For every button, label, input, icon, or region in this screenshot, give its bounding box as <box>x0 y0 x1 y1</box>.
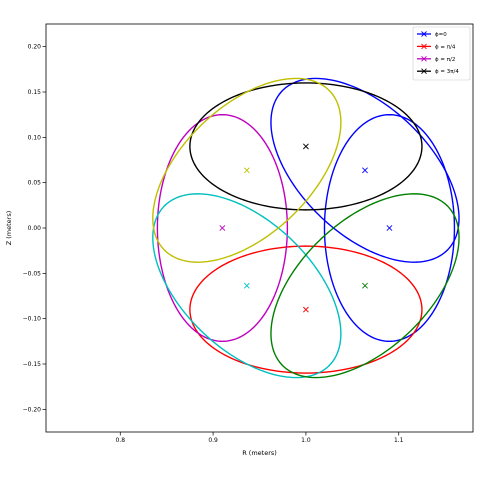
curve-center-marker <box>362 282 368 289</box>
legend-entry: ϕ=0 <box>417 31 447 38</box>
series-curve <box>270 77 460 263</box>
series-curve <box>156 113 289 343</box>
legend-entry: ϕ = π/2 <box>417 55 455 63</box>
x-tick-label: 1.0 <box>301 437 311 444</box>
curve-center-marker <box>386 225 393 231</box>
legend-label: ϕ = 3π/4 <box>435 69 459 75</box>
y-tick-label: −0.20 <box>23 406 42 413</box>
markers-layer <box>219 143 393 313</box>
y-tick-label: −0.15 <box>23 361 42 368</box>
curve-center-marker <box>302 306 309 313</box>
series-curve <box>152 193 342 379</box>
legend-entry: ϕ = 3π/4 <box>417 68 459 75</box>
y-tick-label: 0.05 <box>28 180 42 187</box>
y-tick-label: 0.20 <box>28 44 42 51</box>
curve-center-marker <box>302 143 309 150</box>
x-tick-label: 1.1 <box>394 437 404 444</box>
curve-center-marker <box>243 167 250 174</box>
y-tick-label: −0.10 <box>23 316 42 323</box>
legend-entry: ϕ = π/4 <box>417 43 456 50</box>
curve-center-marker <box>362 167 368 174</box>
curves-layer <box>152 77 460 379</box>
curve-center-marker <box>219 225 226 231</box>
y-axis-label: Z (meters) <box>5 211 13 246</box>
legend: ϕ=0 ϕ = π/4 ϕ = π/2 ϕ = 3π/4 <box>412 26 471 81</box>
legend-box <box>412 26 471 81</box>
series-curve <box>152 77 342 263</box>
x-tick-label: 0.8 <box>115 437 125 444</box>
y-tick-label: 0.10 <box>28 134 42 141</box>
x-ticks: 0.8 0.9 1.0 1.1 <box>115 432 404 444</box>
y-tick-label: 0.00 <box>28 225 42 232</box>
series-curve <box>189 82 423 211</box>
series-curve <box>189 245 423 374</box>
legend-label: ϕ = π/4 <box>435 44 456 50</box>
legend-label: ϕ=0 <box>435 32 447 38</box>
x-axis-label: R (meters) <box>242 449 277 457</box>
series-curve <box>270 193 460 379</box>
y-tick-label: −0.05 <box>23 270 42 277</box>
series-curve <box>323 113 456 343</box>
y-ticks: −0.20 −0.15 −0.10 −0.05 0.00 0.05 0.10 0.15 0.20 <box>23 44 46 413</box>
legend-label: ϕ = π/2 <box>435 57 455 63</box>
curve-center-marker <box>243 282 250 289</box>
x-tick-label: 0.9 <box>208 437 218 444</box>
y-tick-label: 0.15 <box>28 89 42 96</box>
